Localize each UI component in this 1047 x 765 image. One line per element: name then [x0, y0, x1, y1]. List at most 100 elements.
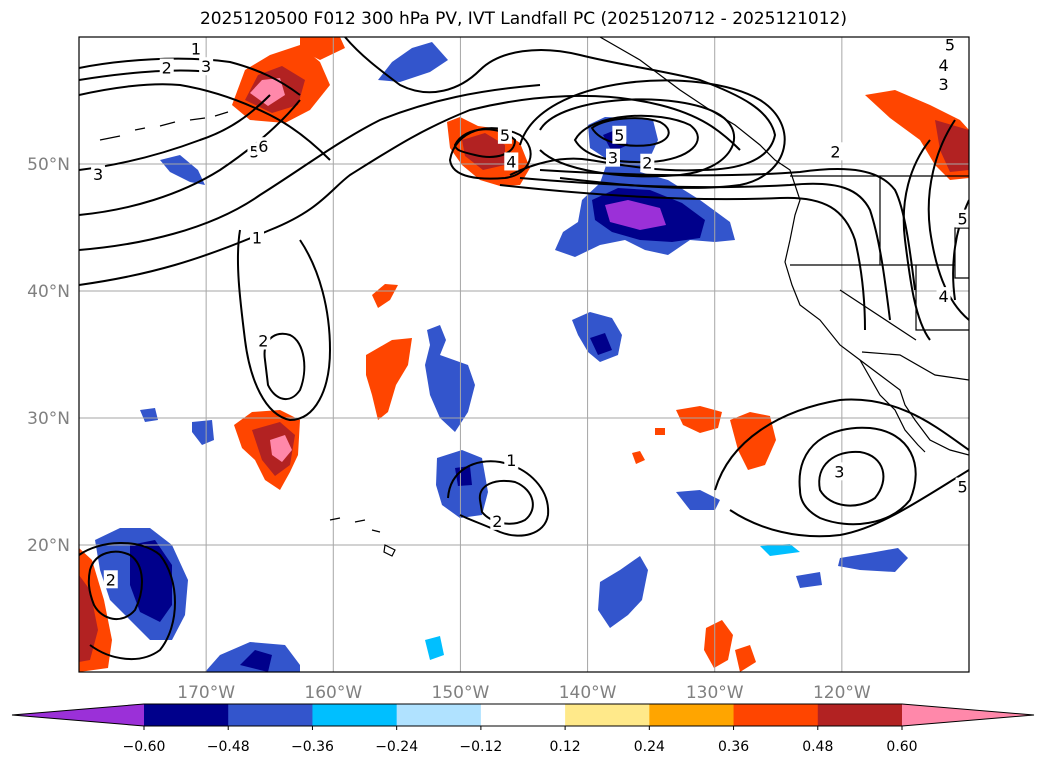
contour-label: 3: [834, 462, 844, 481]
colorbar-segment: [817, 704, 903, 726]
us-mexico-border: [861, 351, 969, 381]
shade-negative-small-b: [192, 420, 214, 445]
colorbar-extend-low: [12, 704, 144, 726]
contour-label-bg: [828, 142, 843, 161]
contour-label-bg: [250, 228, 264, 247]
contour-label-bg: [942, 37, 957, 54]
colorbar-segment: [565, 704, 650, 726]
ivt-pc-shading: [79, 37, 969, 672]
state-border-d: [915, 265, 969, 331]
shade-positive-se-g: [735, 645, 756, 672]
colorbar-tick-label: 0.24: [634, 739, 665, 755]
colorbar-tick-label: −0.12: [459, 739, 502, 755]
contour-label-bg: [606, 148, 620, 167]
contour-label-bg: [159, 58, 174, 77]
colorbar-tick-label: −0.48: [207, 739, 250, 755]
lat-tick-label: 20°N: [27, 536, 70, 556]
contour-label: 3: [608, 149, 618, 168]
shade-positive-bering-max: [250, 78, 285, 106]
colorbar-extend-high: [902, 704, 1034, 726]
shade-negative-se-b: [760, 544, 800, 556]
shade-positive-40n: [372, 284, 398, 308]
pv-contour-east-trough-a: [902, 139, 931, 341]
shade-positive-small-e: [632, 451, 645, 464]
pv-contour-3-east: [573, 114, 699, 164]
colorbar-tick-label: 0.12: [550, 739, 581, 755]
contour-label: 2: [162, 58, 172, 77]
lon-tick-label: 120°W: [813, 683, 871, 703]
pv-contours: [79, 37, 969, 661]
pv-contour-1-main: [79, 94, 741, 286]
contour-label: 1: [191, 39, 201, 58]
contour-label-bg: [936, 287, 951, 306]
colorbar-tick-label: 0.48: [802, 739, 833, 755]
pv-contour-jet-east-c: [499, 184, 866, 331]
contour-label-bg: [936, 74, 951, 93]
shade-positive-canada: [865, 90, 969, 180]
shade-negative-sw-core: [130, 540, 172, 622]
shade-negative-south-b: [425, 636, 444, 660]
lon-tick-label: 170°W: [177, 683, 235, 703]
pv-contour-subtrop-b: [729, 469, 969, 538]
shade-positive-small-f: [655, 428, 665, 435]
shade-negative-main-max: [605, 200, 666, 230]
pv-contour-2-loop-east: [798, 426, 917, 526]
contour-label-bg: [91, 165, 106, 184]
colorbar-tick-label: −0.60: [123, 739, 166, 755]
colorbar-segment: [396, 704, 482, 726]
shade-negative-35n: [425, 325, 475, 432]
state-border-c: [839, 289, 917, 341]
aleutian-islands: [99, 111, 229, 141]
chart-title: 2025120500 F012 300 hPa PV, IVT Landfall…: [199, 9, 847, 29]
contour-label: 5: [500, 126, 510, 145]
lat-tick-label: 40°N: [27, 282, 70, 302]
pv-contour-jet-east-b: [519, 177, 891, 321]
hawaii-islands: [329, 517, 396, 557]
contour-label: 4: [938, 56, 948, 75]
contour-label: 4: [506, 152, 516, 171]
shade-negative-37n-core: [590, 333, 612, 355]
contour-label: 5: [958, 210, 968, 229]
pv-contour-west-2: [79, 57, 301, 96]
coastlines: [99, 37, 969, 557]
shade-negative-se-d: [796, 572, 822, 588]
shade-positive-subtrop-west-max: [270, 435, 292, 462]
pv-contour-2-loop: [263, 332, 306, 400]
contour-label: 5: [614, 126, 624, 145]
shade-positive-canada-core: [935, 120, 969, 172]
contour-label: 4: [938, 287, 948, 306]
contour-label: 5: [945, 36, 955, 55]
contour-label-bg: [612, 125, 627, 144]
contour-label-bg: [490, 511, 505, 530]
contour-label: 2: [258, 332, 268, 351]
colorbar-tick-label: 0.60: [886, 739, 917, 755]
pv-contour-sw-2: [87, 550, 143, 620]
shade-positive-small-c: [676, 406, 722, 433]
pv-contour-3-loop: [818, 450, 885, 507]
contour-label: 1: [506, 451, 516, 470]
lon-tick-label: 130°W: [686, 683, 744, 703]
map-frame: [78, 36, 970, 673]
pv-contour-east-trough-b: [927, 119, 969, 321]
shade-negative-se-a: [676, 490, 720, 510]
colorbar-segment: [312, 704, 398, 726]
colorbar-tick-label: −0.24: [375, 739, 418, 755]
shade-negative-se-e: [598, 556, 648, 628]
shade-negative-gulf-small: [378, 42, 448, 82]
contour-label-bg: [640, 153, 655, 172]
shade-negative-south-core: [240, 650, 272, 672]
pv-contour-gulf-4: [448, 127, 532, 180]
shade-negative-hawaii-core: [455, 466, 472, 486]
contour-label: 5: [249, 142, 259, 161]
pv-contour-ridge-north: [344, 37, 777, 176]
colorbar-tick-label: 0.36: [718, 739, 749, 755]
contour-label-bg: [103, 570, 118, 589]
lon-tick-label: 160°W: [304, 683, 362, 703]
contour-label: 1: [252, 229, 262, 248]
contour-label: 2: [830, 142, 840, 161]
contour-label: 3: [201, 57, 211, 76]
contour-label: 3: [93, 165, 103, 184]
contour-label: 3: [938, 75, 948, 94]
